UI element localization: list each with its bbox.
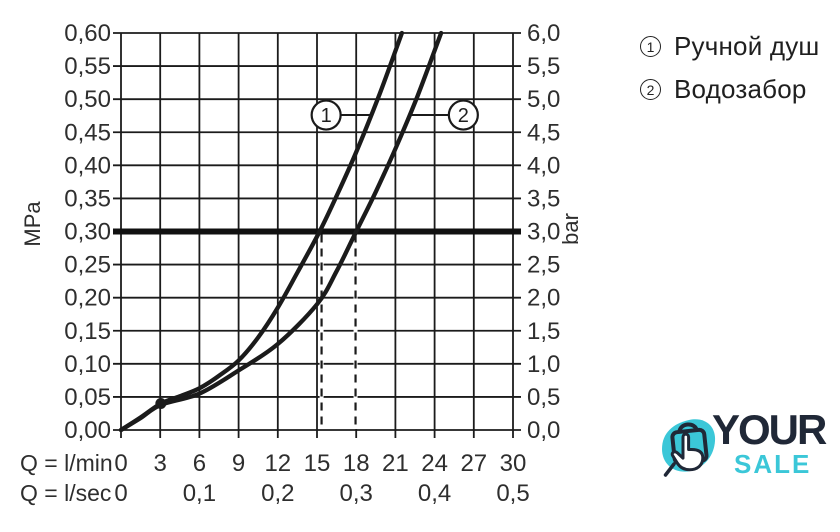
callout-2: 2 bbox=[409, 99, 479, 131]
svg-text:Q = l/sec: Q = l/sec bbox=[20, 480, 111, 506]
callout-1: 1 bbox=[310, 99, 370, 131]
svg-text:21: 21 bbox=[382, 450, 409, 477]
svg-text:1: 1 bbox=[321, 105, 332, 127]
svg-text:0,00: 0,00 bbox=[64, 417, 111, 444]
svg-text:0: 0 bbox=[114, 450, 127, 477]
svg-text:2: 2 bbox=[458, 105, 469, 127]
logo-word-your: YOUR bbox=[712, 406, 827, 453]
svg-text:9: 9 bbox=[232, 450, 245, 477]
legend-label-2: Водозабор bbox=[674, 74, 807, 104]
svg-text:4,5: 4,5 bbox=[527, 119, 560, 146]
y-right-unit-label: bar bbox=[558, 213, 583, 245]
svg-text:0,60: 0,60 bbox=[64, 20, 111, 47]
svg-text:Q = l/min: Q = l/min bbox=[20, 450, 113, 476]
legend-number-1-icon: 1 bbox=[640, 36, 661, 57]
svg-text:0,25: 0,25 bbox=[64, 252, 111, 279]
dashed-guides bbox=[319, 234, 358, 429]
legend-label-1: Ручной душ bbox=[674, 31, 820, 61]
svg-text:0,30: 0,30 bbox=[64, 219, 111, 246]
yoursale-logo: YOUR SALE bbox=[658, 406, 827, 479]
svg-text:0,5: 0,5 bbox=[527, 384, 560, 411]
marker-dot bbox=[155, 398, 167, 410]
logo-wordmark: YOUR SALE bbox=[712, 406, 827, 479]
svg-text:2,5: 2,5 bbox=[527, 252, 560, 279]
svg-text:0,1: 0,1 bbox=[183, 480, 216, 507]
legend: 1 Ручной душ 2 Водозабор bbox=[640, 31, 819, 117]
svg-text:0,55: 0,55 bbox=[64, 53, 111, 80]
legend-item-water-intake: 2 Водозабор bbox=[640, 74, 819, 105]
svg-text:18: 18 bbox=[343, 450, 370, 477]
svg-text:0: 0 bbox=[114, 480, 127, 507]
svg-text:0,35: 0,35 bbox=[64, 185, 111, 212]
svg-text:1,5: 1,5 bbox=[527, 318, 560, 345]
svg-text:0,05: 0,05 bbox=[64, 384, 111, 411]
svg-text:0,2: 0,2 bbox=[261, 480, 294, 507]
svg-text:0,15: 0,15 bbox=[64, 318, 111, 345]
svg-text:3: 3 bbox=[154, 450, 167, 477]
legend-item-hand-shower: 1 Ручной душ bbox=[640, 31, 819, 62]
svg-text:0,5: 0,5 bbox=[496, 480, 529, 507]
svg-text:5,0: 5,0 bbox=[527, 86, 560, 113]
svg-text:0,20: 0,20 bbox=[64, 285, 111, 312]
flow-pressure-chart: 1 20,000,050,100,150,200,250,300,350,400,… bbox=[20, 20, 583, 507]
svg-text:12: 12 bbox=[264, 450, 291, 477]
svg-text:5,5: 5,5 bbox=[527, 53, 560, 80]
legend-number-2-icon: 2 bbox=[640, 79, 661, 100]
svg-text:0,50: 0,50 bbox=[64, 86, 111, 113]
svg-text:30: 30 bbox=[500, 450, 527, 477]
svg-text:24: 24 bbox=[421, 450, 448, 477]
svg-text:0,45: 0,45 bbox=[64, 119, 111, 146]
logo-word-sale: SALE bbox=[734, 448, 812, 479]
svg-text:3,5: 3,5 bbox=[527, 185, 560, 212]
axis-labels: 0,000,050,100,150,200,250,300,350,400,45… bbox=[20, 20, 583, 507]
svg-text:6: 6 bbox=[193, 450, 206, 477]
svg-text:0,3: 0,3 bbox=[340, 480, 373, 507]
svg-text:1,0: 1,0 bbox=[527, 351, 560, 378]
y-left-unit-label: MPa bbox=[20, 201, 45, 247]
svg-text:15: 15 bbox=[304, 450, 331, 477]
svg-text:2,0: 2,0 bbox=[527, 285, 560, 312]
svg-text:0,10: 0,10 bbox=[64, 351, 111, 378]
svg-text:27: 27 bbox=[460, 450, 487, 477]
svg-text:0,40: 0,40 bbox=[64, 152, 111, 179]
shopping-bag-hand-icon bbox=[662, 419, 716, 477]
svg-text:3,0: 3,0 bbox=[527, 219, 560, 246]
svg-text:4,0: 4,0 bbox=[527, 152, 560, 179]
svg-text:0,4: 0,4 bbox=[418, 480, 451, 507]
svg-text:6,0: 6,0 bbox=[527, 20, 560, 47]
svg-text:0,0: 0,0 bbox=[527, 417, 560, 444]
